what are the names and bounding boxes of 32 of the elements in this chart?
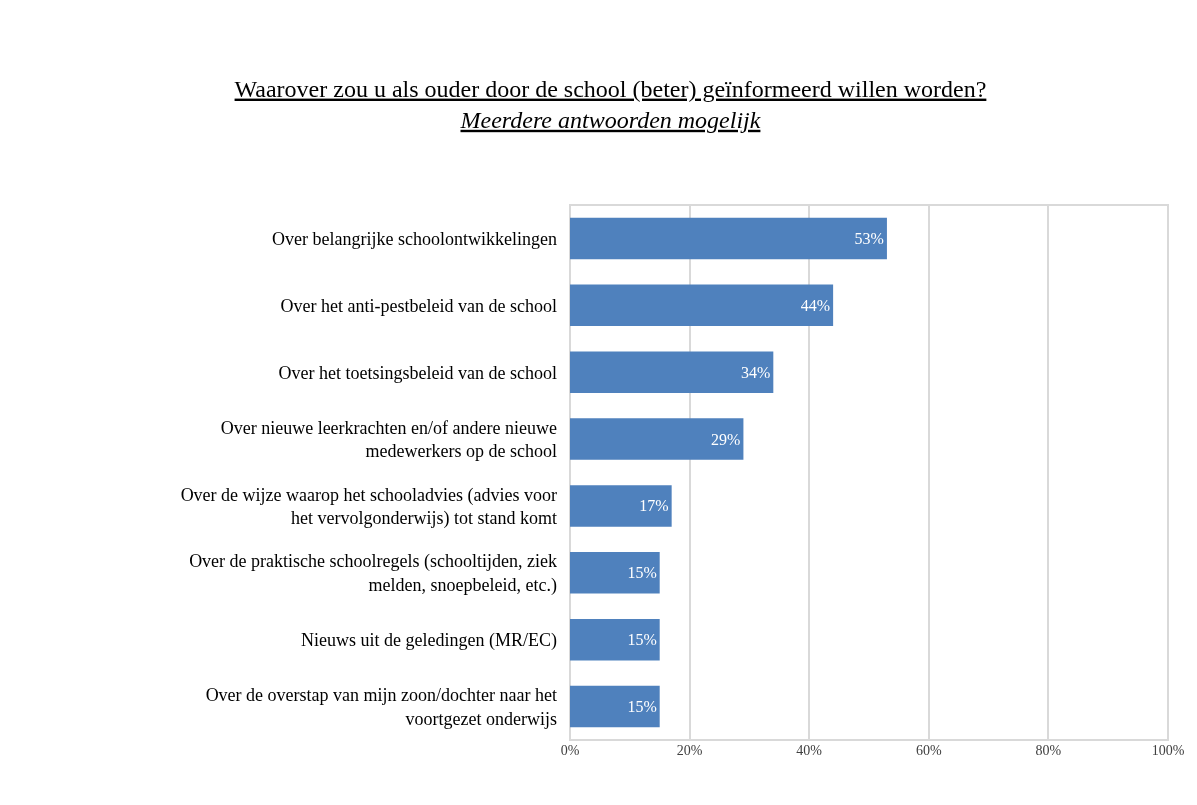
x-tick-label: 40%	[796, 743, 823, 758]
data-label: 15%	[627, 698, 657, 716]
y-tick-label: Over de overstap van mijn zoon/dochter naar het voortgezet onderwijs	[205, 685, 557, 729]
y-tick-label: Over nieuwe leerkrachten en/of andere nieuwe medewerkers op de school	[220, 417, 557, 462]
y-tick-label: Over het toetsingsbeleid van de school	[278, 362, 557, 383]
data-label: 15%	[627, 564, 657, 582]
data-label: 29%	[711, 430, 741, 448]
y-tick-label: Nieuws uit de geledingen (MR/EC)	[301, 629, 557, 651]
chart-subtitle: Meerdere antwoorden mogelijk	[459, 106, 761, 133]
data-label: 17%	[639, 497, 669, 515]
y-tick-label: Over belangrijke schoolontwikkelingen	[272, 228, 557, 249]
chart-title: Waarover zou u als ouder door de school (beter) geïnformeerd willen worden?	[234, 75, 987, 102]
data-label: 53%	[854, 229, 884, 247]
bar	[570, 618, 660, 661]
bar	[570, 685, 660, 728]
bar	[570, 284, 834, 327]
x-tick-label: 0%	[560, 743, 580, 758]
y-tick-label: Over de wijze waarop het schooladvies (advies voor het vervolgonderwijs) tot stand komt	[180, 484, 557, 529]
bar	[570, 418, 744, 460]
bar	[570, 552, 660, 594]
data-label: 44%	[800, 296, 831, 314]
y-tick-label: Over de praktische schoolregels (schooltijden, ziek melden, snoepbeleid, etc.)	[189, 551, 557, 596]
data-label: 15%	[627, 631, 657, 649]
x-tick-label: 60%	[915, 743, 942, 758]
bar	[570, 485, 672, 527]
y-tick-label: Over het anti-pestbeleid van de school	[280, 295, 557, 316]
data-label: 34%	[740, 363, 771, 381]
x-tick-label: 80%	[1035, 743, 1062, 758]
bar	[570, 351, 774, 393]
x-tick-label: 20%	[676, 743, 703, 758]
x-tick-label: 100%	[1151, 743, 1185, 758]
bar	[570, 217, 887, 260]
